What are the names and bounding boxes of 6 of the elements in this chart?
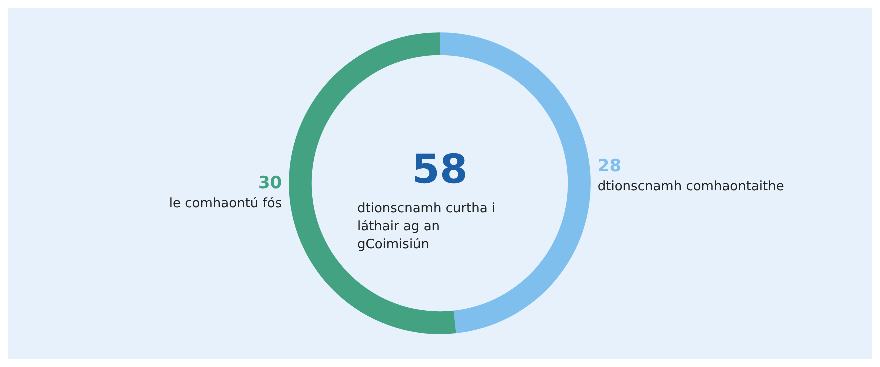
- text: dtionscnamh curtha i láthair ag an gCoimisiún: [358, 202, 500, 252]
- text: 58: [412, 147, 468, 193]
- slice-label: le comhaontú fós: [169, 196, 282, 212]
- data-label: 28: [598, 156, 622, 177]
- data-label: 30: [258, 173, 282, 194]
- slice-label: dtionscnamh comhaontaithe: [598, 180, 784, 195]
